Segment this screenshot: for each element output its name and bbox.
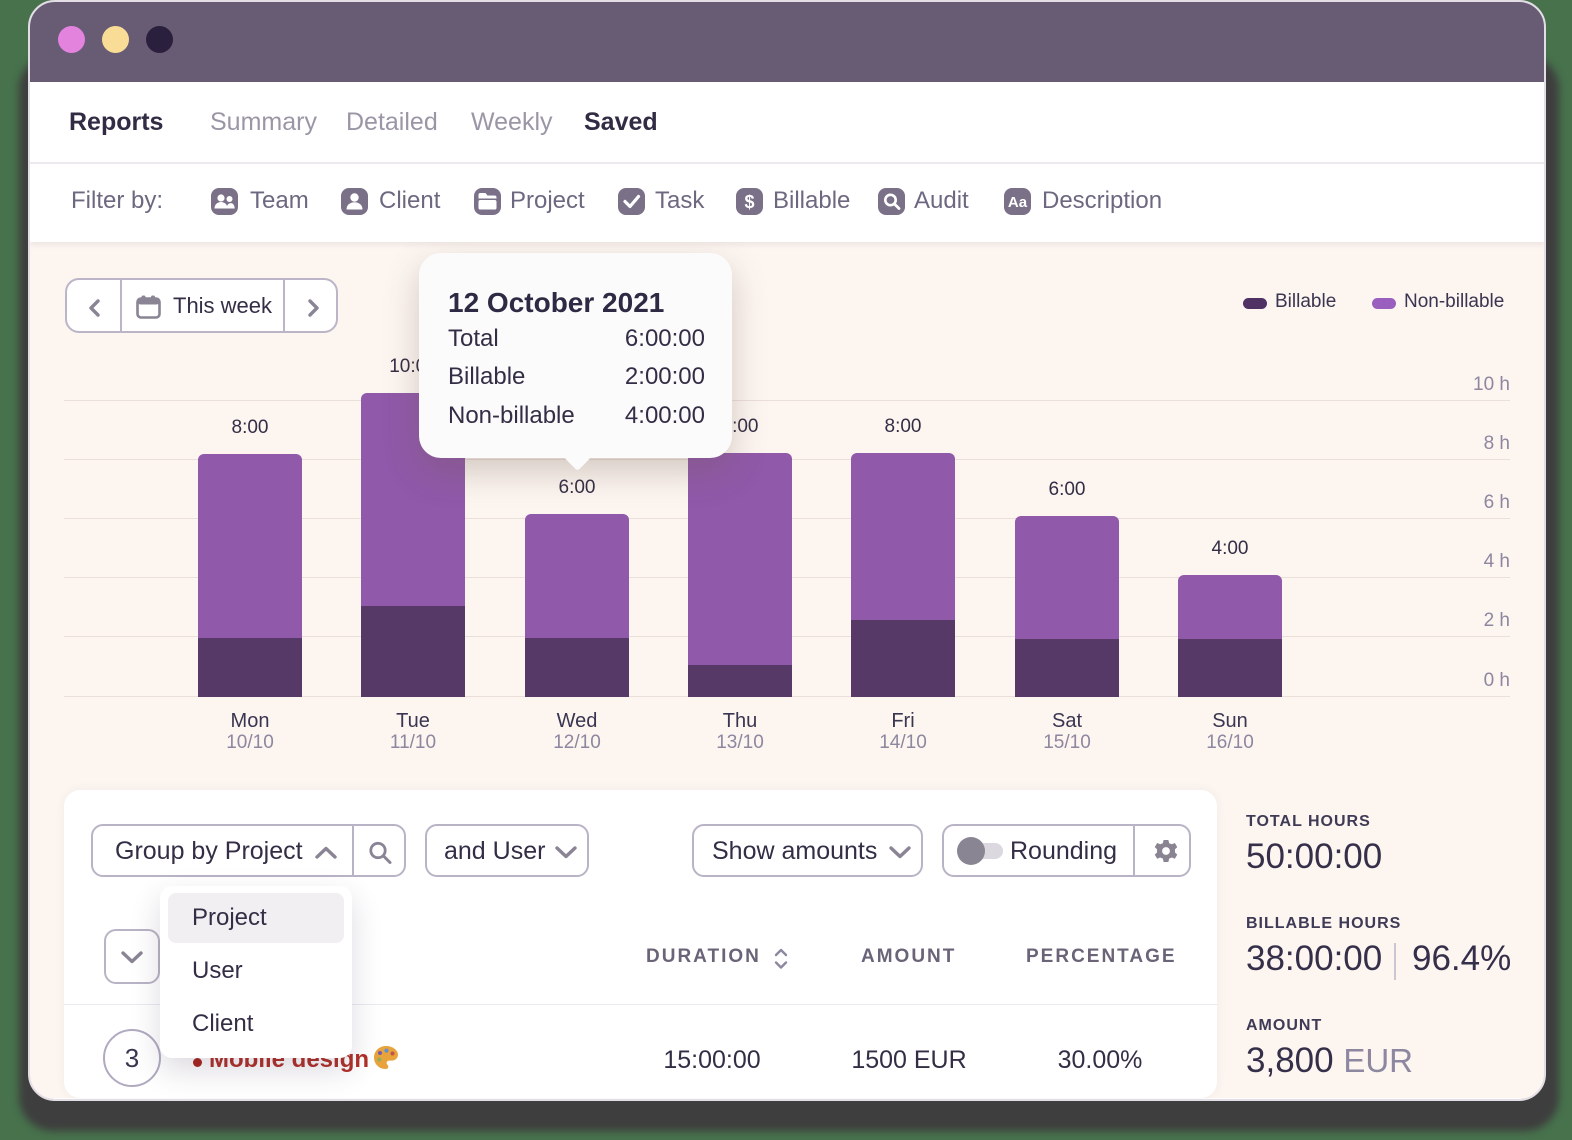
svg-text:$: $ bbox=[744, 192, 754, 212]
svg-text:Aa: Aa bbox=[1008, 194, 1028, 211]
